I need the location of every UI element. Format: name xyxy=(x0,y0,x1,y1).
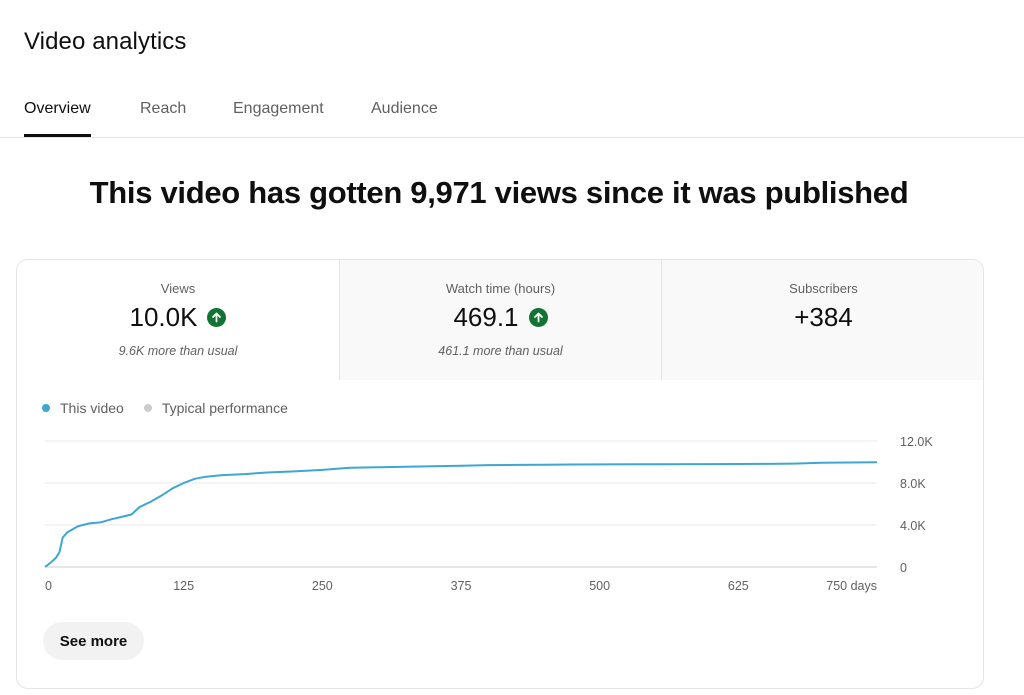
x-tick-label: 250 xyxy=(312,579,333,593)
x-tick-label: 375 xyxy=(451,579,472,593)
legend-label: Typical performance xyxy=(161,400,288,416)
y-tick-label: 12.0K xyxy=(900,435,933,449)
y-tick-label: 4.0K xyxy=(900,519,926,533)
x-tick-label: 125 xyxy=(173,579,194,593)
metric-label: Views xyxy=(160,281,196,296)
tab-reach[interactable]: Reach xyxy=(140,100,187,117)
metric-label: Watch time (hours) xyxy=(445,281,556,296)
metric-watch-time[interactable]: Watch time (hours) 469.1 461.1 more than… xyxy=(339,260,661,380)
legend-label: This video xyxy=(60,400,124,416)
metric-value: 469.1 xyxy=(453,302,519,332)
chart-legend: This video Typical performance xyxy=(42,400,308,416)
tab-engagement[interactable]: Engagement xyxy=(233,100,324,117)
see-more-button[interactable]: See more xyxy=(43,622,144,660)
legend-dot xyxy=(42,404,50,412)
legend-item-typical[interactable]: Typical performance xyxy=(143,400,288,416)
legend-dot xyxy=(143,404,152,412)
x-tick-label: 625 xyxy=(728,579,749,593)
tab-overview[interactable]: Overview xyxy=(24,100,91,117)
active-tab-indicator xyxy=(24,134,91,137)
y-tick-label: 0 xyxy=(900,561,907,575)
metric-views[interactable]: Views 10.0K 9.6K more than usual xyxy=(17,260,339,380)
tab-audience[interactable]: Audience xyxy=(371,100,438,117)
analytics-card: Views 10.0K 9.6K more than usual Watch t… xyxy=(16,259,984,689)
series-line-this-video xyxy=(44,461,878,568)
trend-up-icon xyxy=(207,308,227,327)
metric-subscribers[interactable]: Subscribers +384 xyxy=(661,260,983,380)
page-title: Video analytics xyxy=(24,28,187,55)
metric-value: +384 xyxy=(794,302,853,332)
x-tick-label: 0 xyxy=(45,579,52,593)
y-tick-label: 8.0K xyxy=(900,477,926,491)
x-tick-label: 500 xyxy=(589,579,610,593)
metric-label: Subscribers xyxy=(789,281,858,296)
legend-item-this-video[interactable]: This video xyxy=(42,400,124,416)
x-tick-label: 750 days xyxy=(826,579,877,593)
views-line-chart[interactable]: 12.0K 8.0K 4.0K 0 0 125 250 375 500 625 750 days xyxy=(17,260,984,620)
metric-value: 10.0K xyxy=(129,302,198,332)
views-headline: This video has gotten 9,971 views since … xyxy=(89,175,909,210)
trend-up-icon xyxy=(528,308,548,327)
metric-comparison: 9.6K more than usual xyxy=(118,344,238,358)
metric-comparison: 461.1 more than usual xyxy=(438,344,563,358)
tab-bar: Overview Reach Engagement Audience xyxy=(0,88,1024,138)
